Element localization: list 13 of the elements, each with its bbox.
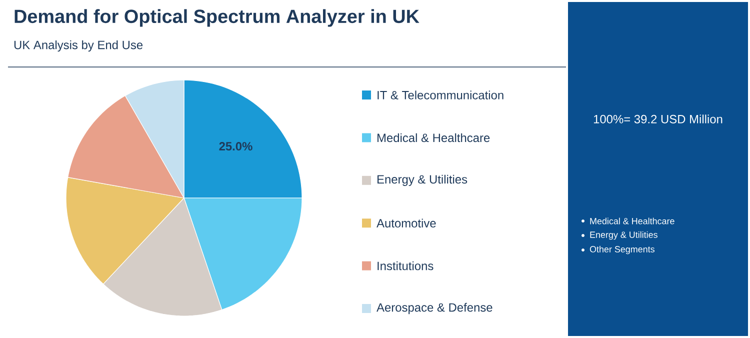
text: Energy & Utilities xyxy=(590,231,658,240)
legend-label: Aerospace & Defense xyxy=(376,302,492,314)
legend-label: Automotive xyxy=(376,218,436,228)
text: Other Segments xyxy=(590,246,654,254)
legend-label: Medical & Healthcare xyxy=(378,133,490,142)
legend-label: Institutions xyxy=(378,261,434,270)
data-label: 25.0% xyxy=(219,142,252,150)
text: Medical & Healthcare xyxy=(590,218,674,224)
text: 100%= 39.2 USD Million xyxy=(594,114,722,124)
legend-label: IT & Telecommunication xyxy=(378,90,504,100)
legend-label: Energy & Utilities xyxy=(378,174,468,186)
chart-subtitle: UK Analysis by End Use xyxy=(14,40,143,52)
chart-title: Demand for Optical Spectrum Analyzer in UK xyxy=(14,9,420,27)
